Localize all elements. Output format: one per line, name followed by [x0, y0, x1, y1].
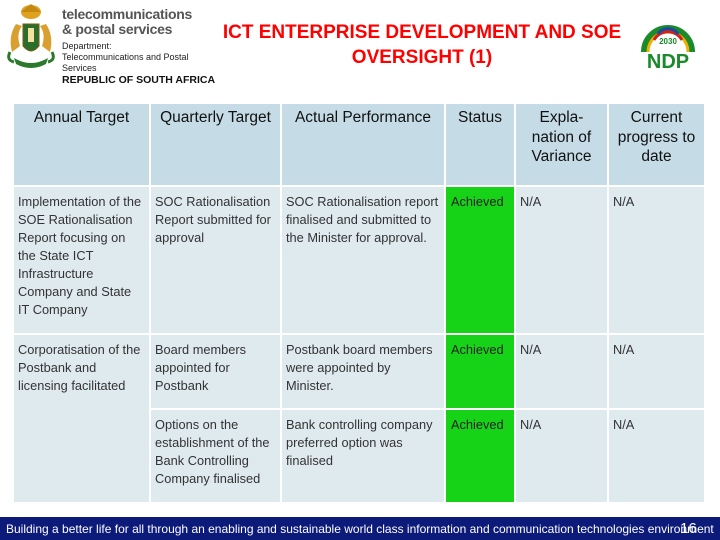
table-row: Corporatisation of the Postbank and lice…	[12, 333, 706, 504]
variance-cell: N/A	[514, 408, 609, 504]
actual-performance-cell: Bank controlling company preferred optio…	[280, 408, 446, 504]
quarterly-target-cell: Options on the establishment of the Bank…	[149, 408, 282, 504]
column-header-status: Status	[444, 102, 516, 187]
slide-header: telecommunications & postal services Dep…	[0, 0, 720, 100]
quarterly-target-cell: Board members appointed for Postbank	[149, 333, 282, 410]
variance-cell: N/A	[514, 333, 609, 410]
actual-performance-cell: Postbank board members were appointed by…	[280, 333, 446, 410]
ndp-text: NDP	[647, 51, 689, 73]
performance-table: Annual Target Quarterly Target Actual Pe…	[12, 102, 706, 504]
status-badge: Achieved	[444, 333, 516, 410]
column-header-annual-target: Annual Target	[12, 102, 151, 187]
table-header-row: Annual Target Quarterly Target Actual Pe…	[12, 102, 706, 187]
variance-cell: N/A	[514, 185, 609, 335]
annual-target-cell: Implementation of the SOE Rationalisatio…	[12, 185, 151, 335]
dept-line1: telecommunications	[62, 6, 192, 22]
footer-bar: Building a better life for all through a…	[0, 517, 720, 540]
coat-of-arms-icon	[7, 4, 55, 68]
status-badge: Achieved	[444, 185, 516, 335]
column-header-variance: Expla-nation of Variance	[514, 102, 609, 187]
column-header-quarterly-target: Quarterly Target	[149, 102, 282, 187]
annual-target-cell: Corporatisation of the Postbank and lice…	[12, 333, 151, 504]
dept-small2: Telecommunications and Postal Services	[62, 52, 189, 73]
status-badge: Achieved	[444, 408, 516, 504]
progress-cell: N/A	[607, 185, 706, 335]
page-number: 16	[680, 520, 697, 537]
column-header-progress: Current progress to date	[607, 102, 706, 187]
progress-cell: N/A	[607, 333, 706, 410]
page-title: ICT ENTERPRISE DEVELOPMENT AND SOE OVERS…	[222, 22, 622, 68]
quarterly-target-cell: SOC Rationalisation Report submitted for…	[149, 185, 282, 335]
dept-rsa: REPUBLIC OF SOUTH AFRICA	[62, 74, 216, 86]
column-header-actual-performance: Actual Performance	[280, 102, 446, 187]
table-row: Implementation of the SOE Rationalisatio…	[12, 185, 706, 335]
department-name: telecommunications & postal services Dep…	[62, 6, 222, 87]
dept-line2: & postal services	[62, 21, 173, 37]
ndp-logo: 2030 NDP	[641, 25, 695, 73]
progress-cell: N/A	[607, 408, 706, 504]
footer-slogan: Building a better life for all through a…	[6, 522, 714, 536]
dept-small1: Department:	[62, 41, 112, 51]
table-row: Options on the establishment of the Bank…	[13, 408, 706, 504]
department-logo: telecommunications & postal services Dep…	[2, 2, 220, 86]
actual-performance-cell: SOC Rationalisation report finalised and…	[280, 185, 446, 335]
ndp-year: 2030	[659, 37, 677, 46]
